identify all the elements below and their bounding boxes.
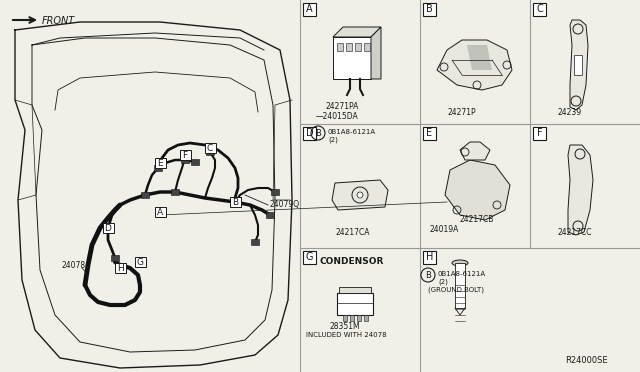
Text: 24078: 24078: [62, 260, 86, 269]
Bar: [206, 149, 214, 155]
Bar: [303, 251, 316, 264]
Ellipse shape: [452, 260, 468, 266]
Bar: [231, 199, 239, 205]
Bar: [171, 189, 179, 195]
Text: —24015DA: —24015DA: [316, 112, 359, 121]
Text: 24079Q: 24079Q: [270, 199, 300, 208]
Bar: [111, 255, 119, 261]
Bar: [423, 251, 436, 264]
FancyBboxPatch shape: [333, 37, 371, 79]
Polygon shape: [445, 160, 510, 220]
Bar: [533, 127, 546, 140]
Bar: [357, 315, 361, 321]
Text: CONDENSOR: CONDENSOR: [320, 257, 385, 266]
Text: F: F: [537, 128, 542, 138]
Text: 0B1A8-6121A: 0B1A8-6121A: [438, 271, 486, 277]
Bar: [154, 165, 162, 171]
Bar: [191, 159, 199, 165]
Text: F: F: [182, 151, 188, 160]
Text: C: C: [207, 144, 213, 153]
Text: D: D: [104, 224, 111, 233]
Bar: [339, 287, 371, 293]
Text: H: H: [116, 264, 124, 273]
Bar: [364, 315, 368, 321]
Text: B: B: [426, 4, 433, 15]
Text: (2): (2): [328, 137, 338, 143]
Polygon shape: [333, 27, 381, 37]
Bar: [423, 127, 436, 140]
Bar: [271, 189, 279, 195]
Text: INCLUDED WITH 24078: INCLUDED WITH 24078: [306, 332, 387, 338]
Bar: [154, 207, 166, 217]
Text: 28351M: 28351M: [330, 322, 360, 331]
Bar: [179, 150, 191, 160]
Text: A: A: [306, 4, 313, 15]
Bar: [346, 43, 352, 51]
Polygon shape: [332, 180, 388, 210]
Bar: [266, 212, 274, 218]
Bar: [181, 157, 189, 163]
Text: B: B: [232, 198, 238, 207]
Text: 24217CA: 24217CA: [335, 228, 369, 237]
Bar: [350, 315, 354, 321]
Polygon shape: [371, 27, 381, 79]
Bar: [115, 263, 125, 273]
Polygon shape: [460, 142, 490, 160]
Text: 0B1A8-6121A: 0B1A8-6121A: [328, 129, 376, 135]
Text: (GROUND BOLT): (GROUND BOLT): [428, 287, 484, 293]
Text: 24271P: 24271P: [448, 108, 477, 117]
Bar: [303, 127, 316, 140]
Text: B: B: [315, 128, 321, 138]
Bar: [205, 143, 216, 153]
Text: 24217CC: 24217CC: [558, 228, 593, 237]
Bar: [337, 293, 373, 315]
Text: R24000SE: R24000SE: [565, 356, 607, 365]
Text: B: B: [425, 270, 431, 279]
Polygon shape: [467, 45, 492, 70]
Text: (2): (2): [438, 279, 448, 285]
Bar: [355, 43, 361, 51]
Polygon shape: [570, 20, 588, 110]
Text: C: C: [536, 4, 543, 15]
Text: 24271PA: 24271PA: [325, 102, 358, 111]
Bar: [364, 43, 370, 51]
Bar: [134, 257, 145, 267]
Text: H: H: [426, 253, 433, 263]
Polygon shape: [568, 145, 593, 235]
Text: G: G: [306, 253, 313, 263]
Text: E: E: [426, 128, 433, 138]
Bar: [423, 3, 436, 16]
Text: 24019A: 24019A: [430, 225, 460, 234]
Bar: [574, 55, 582, 75]
Text: E: E: [157, 159, 163, 168]
Bar: [102, 223, 113, 233]
Bar: [154, 158, 166, 168]
Bar: [343, 315, 347, 321]
Circle shape: [357, 192, 363, 198]
Text: FRONT: FRONT: [42, 16, 76, 26]
Text: 24239: 24239: [558, 108, 582, 117]
Text: 24217CB: 24217CB: [460, 215, 494, 224]
Text: A: A: [157, 208, 163, 217]
Bar: [303, 3, 316, 16]
Bar: [141, 192, 149, 198]
Polygon shape: [437, 40, 512, 90]
Bar: [337, 43, 343, 51]
Bar: [251, 239, 259, 245]
Bar: [455, 263, 465, 308]
Text: G: G: [136, 258, 143, 267]
Bar: [533, 3, 546, 16]
Text: D: D: [306, 128, 314, 138]
Bar: [230, 197, 241, 207]
